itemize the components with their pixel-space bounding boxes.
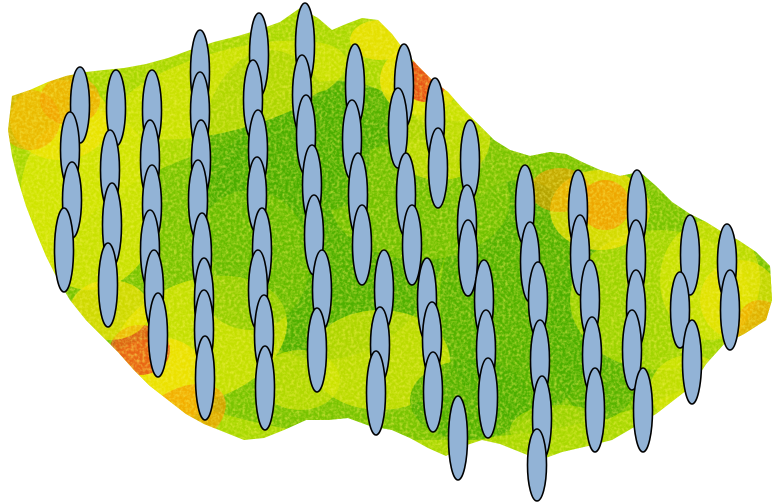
sample-ellipse-marker — [447, 395, 469, 481]
sample-ellipse-marker — [422, 351, 444, 433]
sample-ellipse-marker — [97, 242, 119, 328]
sample-ellipse-marker — [681, 319, 703, 405]
sample-ellipse-marker — [526, 428, 548, 502]
sample-ellipse-marker — [477, 357, 499, 439]
sample-markers — [53, 2, 741, 502]
sample-ellipse-marker — [669, 271, 691, 349]
sample-ellipse-marker — [457, 219, 479, 297]
sample-ellipse-marker — [53, 207, 75, 293]
sample-ellipse-marker — [621, 309, 643, 391]
sample-ellipse-marker — [351, 204, 373, 286]
sample-ellipse-marker — [427, 127, 449, 209]
sample-ellipse-marker — [254, 345, 276, 431]
sample-ellipse-marker — [584, 367, 606, 453]
sample-ellipse-marker — [719, 269, 741, 351]
sample-ellipse-marker — [365, 350, 387, 436]
sample-ellipse-marker — [147, 292, 169, 378]
sample-ellipse-marker — [401, 204, 423, 286]
sample-ellipse-marker — [194, 335, 216, 421]
sample-ellipse-marker — [679, 214, 701, 296]
sample-ellipse-marker — [306, 307, 328, 393]
sample-ellipse-marker — [632, 367, 654, 453]
